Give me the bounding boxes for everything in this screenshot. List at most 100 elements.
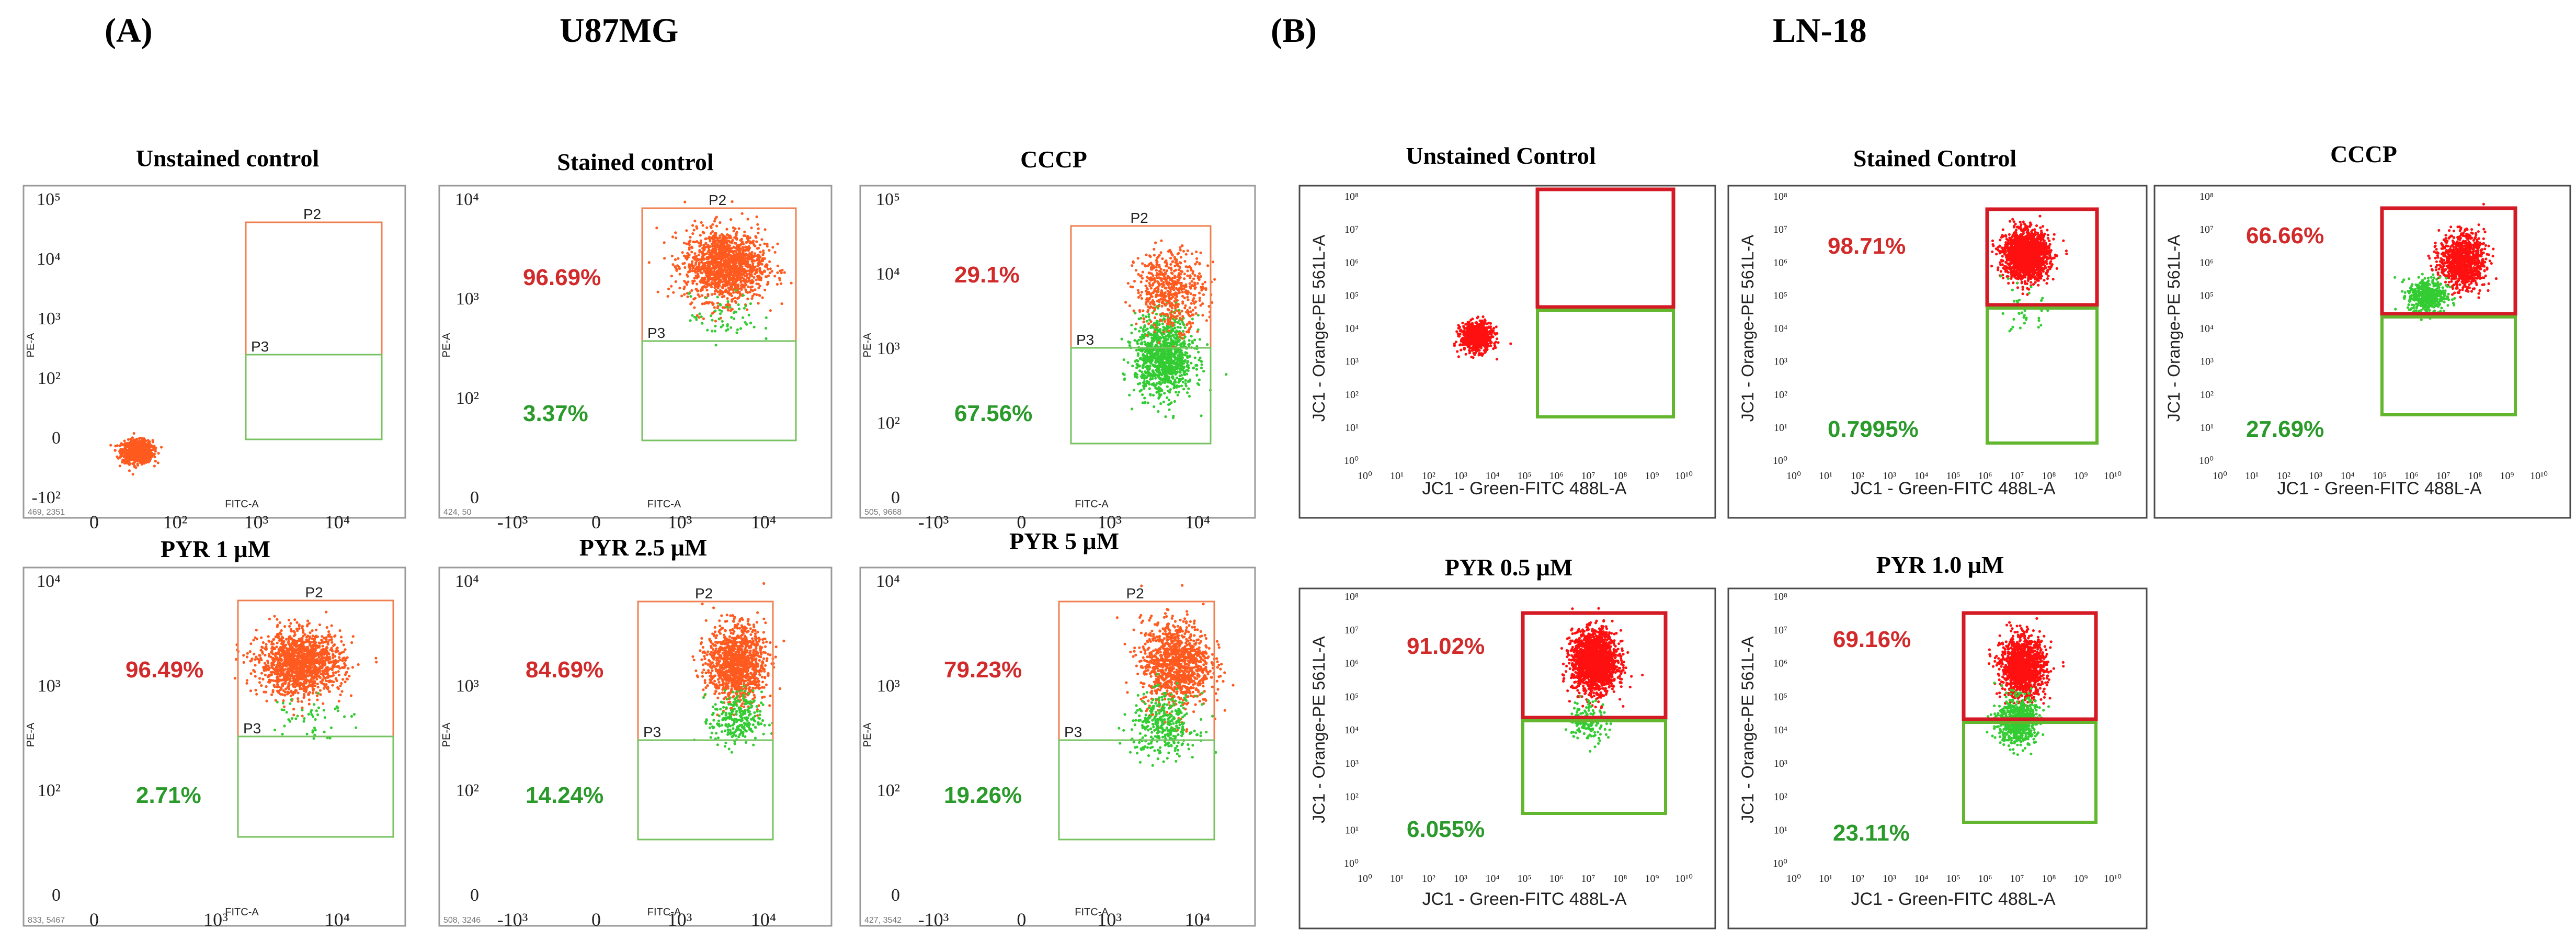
data-point [757, 227, 760, 230]
data-point [780, 271, 783, 275]
data-point [730, 218, 733, 221]
data-point [1134, 360, 1137, 363]
data-point [736, 248, 739, 252]
data-point [1141, 343, 1144, 346]
data-point [1194, 286, 1197, 289]
data-point [1178, 335, 1181, 338]
data-point [1174, 297, 1177, 300]
data-point [748, 236, 751, 240]
data-point [1169, 380, 1172, 383]
data-point [375, 661, 378, 664]
data-point [1159, 378, 1163, 381]
data-point [344, 681, 347, 684]
data-point [749, 257, 753, 260]
data-point [1160, 373, 1164, 377]
data-point [1162, 325, 1165, 328]
data-point [1166, 396, 1169, 399]
data-point [768, 260, 771, 263]
data-point [1196, 282, 1199, 285]
data-point [753, 252, 757, 255]
data-point [780, 302, 783, 305]
data-point [151, 439, 154, 442]
data-point [1166, 289, 1169, 293]
data-point [1142, 328, 1145, 331]
data-point [1170, 339, 1173, 343]
data-point [1154, 326, 1157, 329]
data-point [1161, 257, 1164, 260]
data-point [1139, 294, 1142, 297]
data-point [127, 458, 130, 461]
data-point [119, 449, 122, 452]
data-point [1180, 318, 1183, 321]
data-point [1136, 359, 1139, 362]
data-point [705, 237, 708, 240]
data-point [1150, 358, 1153, 361]
data-point [1186, 352, 1189, 355]
data-point [683, 262, 686, 265]
data-point [1131, 264, 1134, 267]
data-point [674, 280, 677, 284]
y-axis-label: PE-A [25, 333, 37, 357]
data-point [154, 448, 157, 451]
data-point [1183, 277, 1186, 280]
data-point [687, 292, 691, 295]
x-tick-label: 0 [89, 512, 99, 532]
data-point [315, 694, 319, 697]
data-point [776, 242, 779, 245]
panel-title: PYR 1 μM [161, 536, 270, 562]
data-point [1193, 274, 1196, 277]
data-point [703, 302, 706, 305]
data-point [1196, 275, 1200, 278]
data-point [711, 330, 714, 333]
data-point [1150, 277, 1154, 280]
data-point [692, 229, 696, 232]
data-point [689, 235, 692, 239]
data-point [709, 262, 712, 265]
data-point [1152, 364, 1155, 367]
data-point [1170, 271, 1173, 275]
data-point [693, 315, 696, 319]
data-point [737, 275, 740, 279]
data-point [1155, 261, 1158, 264]
data-point [1178, 278, 1181, 281]
data-point [1151, 333, 1154, 336]
data-point [761, 249, 765, 252]
data-point [675, 236, 678, 240]
data-point [721, 252, 724, 255]
data-point [1191, 299, 1195, 302]
data-point [690, 301, 693, 304]
data-point [1135, 366, 1138, 369]
data-point [1143, 359, 1146, 362]
data-point [714, 344, 717, 347]
data-point [682, 241, 686, 245]
data-point [1136, 257, 1139, 260]
data-point [334, 634, 337, 637]
data-point [719, 221, 722, 224]
data-point [253, 652, 256, 655]
data-point [1169, 388, 1172, 391]
data-point [1202, 293, 1205, 297]
data-point [735, 284, 738, 287]
data-point [1152, 370, 1155, 373]
data-point [1155, 266, 1158, 269]
data-point [764, 326, 768, 330]
data-point [1177, 252, 1180, 255]
data-point [695, 259, 698, 262]
data-point [713, 306, 716, 309]
data-point [1195, 260, 1199, 264]
data-point [727, 266, 730, 269]
data-point [1165, 339, 1168, 343]
data-point [1195, 250, 1198, 254]
data-point [1166, 342, 1169, 345]
data-point [1162, 357, 1165, 360]
data-point [1153, 338, 1156, 342]
data-point [340, 640, 343, 643]
data-point [1199, 251, 1202, 254]
data-point [1153, 300, 1156, 304]
data-point [1188, 339, 1191, 342]
data-point [268, 666, 271, 670]
data-point [1145, 320, 1148, 323]
data-point [1145, 357, 1148, 360]
data-point [776, 264, 779, 267]
